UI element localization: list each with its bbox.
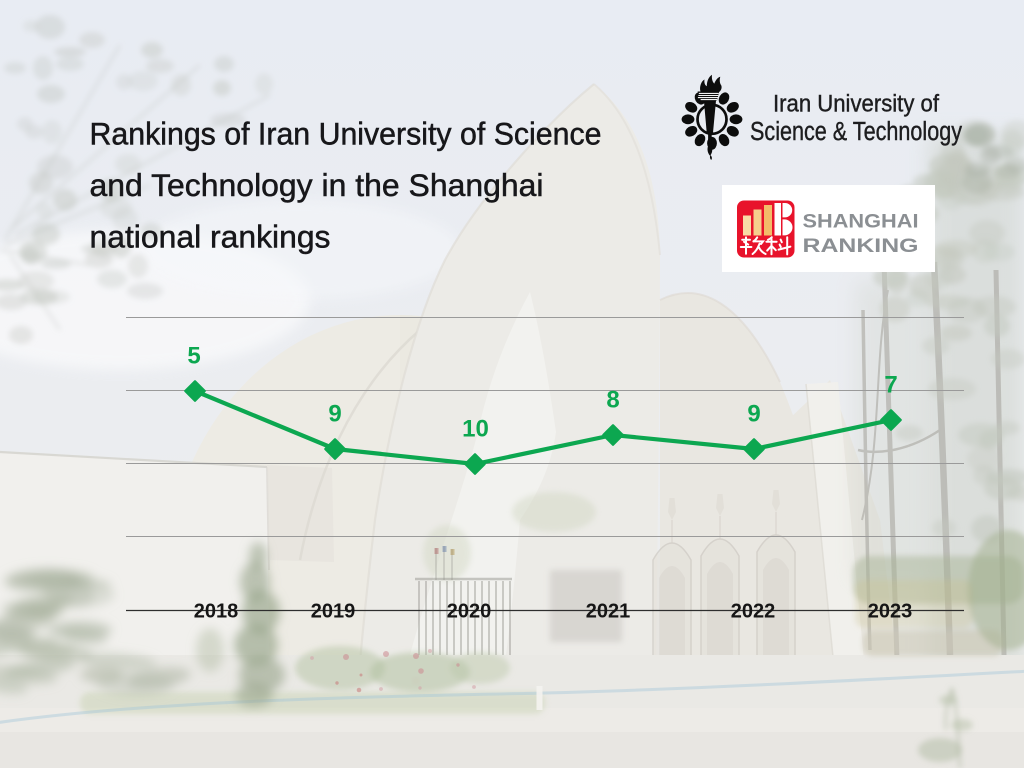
svg-text:Iran University of: Iran University of	[773, 91, 939, 118]
svg-text:SHANGHAI: SHANGHAI	[803, 211, 919, 233]
svg-text:2019: 2019	[311, 600, 356, 622]
svg-text:and Technology in the Shanghai: and Technology in the Shanghai	[90, 167, 544, 203]
svg-text:2021: 2021	[586, 600, 631, 622]
svg-text:2020: 2020	[447, 600, 492, 622]
svg-text:9: 9	[328, 400, 341, 427]
svg-text:2023: 2023	[868, 600, 913, 622]
svg-text:Science & Technology: Science & Technology	[750, 118, 962, 146]
svg-text:7: 7	[884, 371, 897, 398]
svg-text:national rankings: national rankings	[90, 219, 331, 255]
svg-text:5: 5	[187, 342, 200, 369]
svg-text:8: 8	[606, 386, 619, 413]
svg-text:RANKING: RANKING	[803, 235, 919, 257]
svg-text:10: 10	[462, 415, 489, 442]
svg-text:2018: 2018	[194, 600, 239, 622]
svg-text:Rankings of Iran University of: Rankings of Iran University of Science	[90, 116, 602, 152]
svg-text:2022: 2022	[731, 600, 776, 622]
svg-text:9: 9	[747, 400, 760, 427]
